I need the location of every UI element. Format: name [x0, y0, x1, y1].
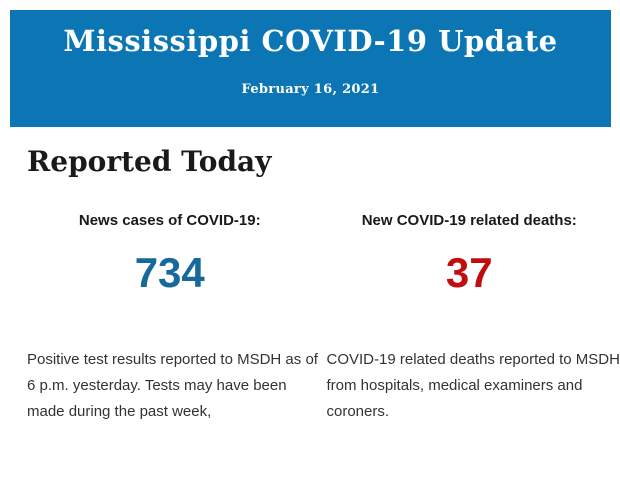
stats-row: News cases of COVID-19: 734 Positive tes… — [27, 211, 612, 425]
header-banner: Mississippi COVID-19 Update February 16,… — [10, 10, 611, 127]
section-heading: Reported Today — [27, 145, 620, 179]
new-deaths-description: COVID-19 related deaths reported to MSDH… — [327, 347, 620, 425]
new-deaths-label: New COVID-19 related deaths: — [327, 211, 613, 231]
new-deaths-value: 37 — [327, 250, 613, 296]
report-date: February 16, 2021 — [10, 82, 611, 98]
new-cases-label: News cases of COVID-19: — [27, 211, 313, 231]
new-cases-value: 734 — [27, 250, 313, 296]
stat-new-deaths: New COVID-19 related deaths: 37 COVID-19… — [327, 211, 613, 425]
new-cases-description: Positive test results reported to MSDH a… — [27, 347, 323, 425]
page-title: Mississippi COVID-19 Update — [10, 10, 611, 58]
stat-new-cases: News cases of COVID-19: 734 Positive tes… — [27, 211, 313, 425]
